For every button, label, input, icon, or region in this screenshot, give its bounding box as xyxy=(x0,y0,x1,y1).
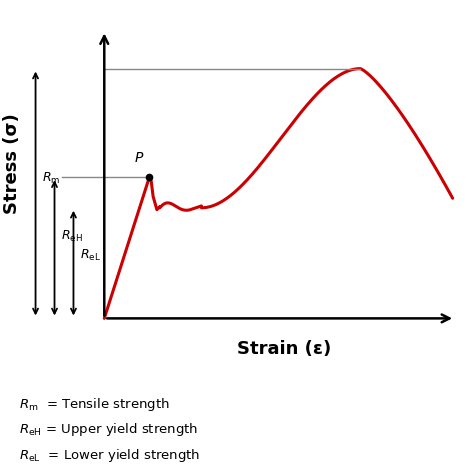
Text: $R_\mathrm{m}$: $R_\mathrm{m}$ xyxy=(42,171,61,186)
Text: $R_\mathrm{eL}$  = Lower yield strength: $R_\mathrm{eL}$ = Lower yield strength xyxy=(19,446,201,464)
Text: P: P xyxy=(135,151,143,165)
Text: $R_\mathrm{m}$  = Tensile strength: $R_\mathrm{m}$ = Tensile strength xyxy=(19,396,170,413)
Text: $R_\mathrm{eH}$: $R_\mathrm{eH}$ xyxy=(61,229,83,244)
Text: $R_\mathrm{eL}$: $R_\mathrm{eL}$ xyxy=(80,248,101,263)
Text: Strain (ε): Strain (ε) xyxy=(237,340,331,358)
Text: Stress (σ): Stress (σ) xyxy=(3,113,21,214)
Text: $R_\mathrm{eH}$ = Upper yield strength: $R_\mathrm{eH}$ = Upper yield strength xyxy=(19,421,198,438)
